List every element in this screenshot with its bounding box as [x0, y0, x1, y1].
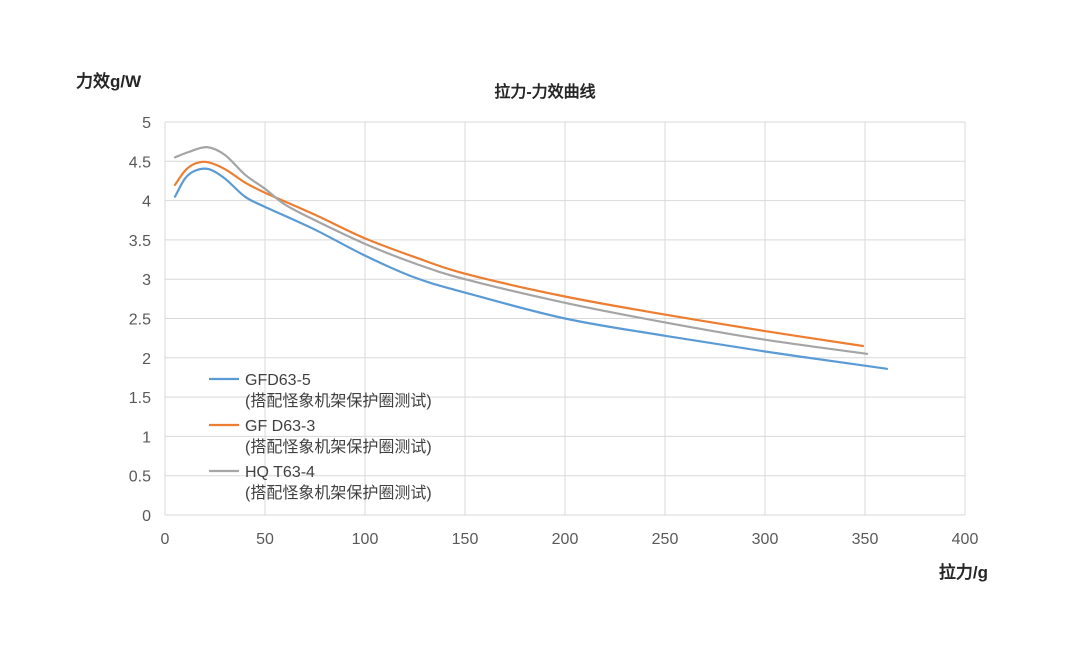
x-tick-label: 0 [161, 531, 170, 548]
y-tick-labels: 0 0.5 1 1.5 2 2.5 3 3.5 4 4.5 5 [129, 115, 151, 525]
series-lines [173, 146, 889, 370]
chart-title: 拉力-力效曲线 [494, 82, 595, 101]
y-tick-label: 1.5 [129, 390, 151, 407]
x-tick-labels: 0 50 100 150 200 250 300 350 400 [161, 531, 979, 548]
y-tick-label: 3 [142, 272, 151, 289]
y-tick-label: 1 [142, 429, 151, 446]
legend: GFD63-5 (搭配怪象机架保护圈测试) GF D63-3 (搭配怪象机架保护圈测试… [209, 372, 432, 502]
y-tick-label: 4.5 [129, 154, 151, 171]
legend-label-note: (搭配怪象机架保护圈测试) [245, 438, 432, 456]
x-tick-label: 100 [352, 531, 379, 548]
y-tick-label: 3.5 [129, 233, 151, 250]
x-tick-label: 50 [256, 531, 274, 548]
x-tick-label: 300 [752, 531, 779, 548]
x-axis-label: 拉力/g [939, 562, 988, 582]
x-tick-label: 400 [952, 531, 979, 548]
legend-label-note: (搭配怪象机架保护圈测试) [245, 484, 432, 502]
y-tick-label: 5 [142, 115, 151, 132]
y-tick-label: 0.5 [129, 469, 151, 486]
legend-label: GF D63-3 [245, 418, 315, 435]
y-axis-label: 力效g/W [76, 71, 142, 91]
series-line-3 [173, 146, 869, 355]
series-line-2 [173, 160, 865, 348]
series-line-1 [173, 167, 889, 370]
legend-label: HQ T63-4 [245, 464, 315, 481]
x-tick-label: 150 [452, 531, 479, 548]
legend-label: GFD63-5 [245, 372, 311, 389]
y-tick-label: 4 [142, 194, 151, 211]
y-tick-label: 0 [142, 508, 151, 525]
x-tick-label: 200 [552, 531, 579, 548]
y-tick-label: 2 [142, 351, 151, 368]
y-tick-label: 2.5 [129, 312, 151, 329]
x-tick-label: 250 [652, 531, 679, 548]
x-tick-label: 350 [852, 531, 879, 548]
legend-label-note: (搭配怪象机架保护圈测试) [245, 392, 432, 410]
